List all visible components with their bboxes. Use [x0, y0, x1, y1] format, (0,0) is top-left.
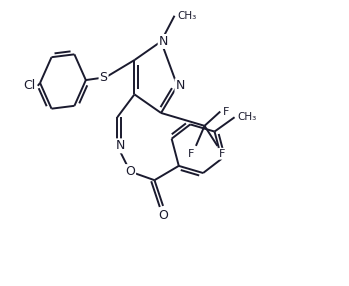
Text: N: N	[176, 79, 185, 92]
Text: Cl: Cl	[23, 79, 36, 92]
Text: F: F	[223, 107, 230, 116]
Text: O: O	[125, 165, 135, 178]
Text: S: S	[99, 71, 107, 84]
Text: CH₃: CH₃	[237, 112, 257, 122]
Text: N: N	[116, 139, 125, 152]
Text: F: F	[219, 149, 225, 159]
Text: N: N	[159, 35, 168, 48]
Text: CH₃: CH₃	[177, 11, 196, 21]
Text: F: F	[188, 149, 194, 159]
Text: O: O	[158, 209, 168, 222]
